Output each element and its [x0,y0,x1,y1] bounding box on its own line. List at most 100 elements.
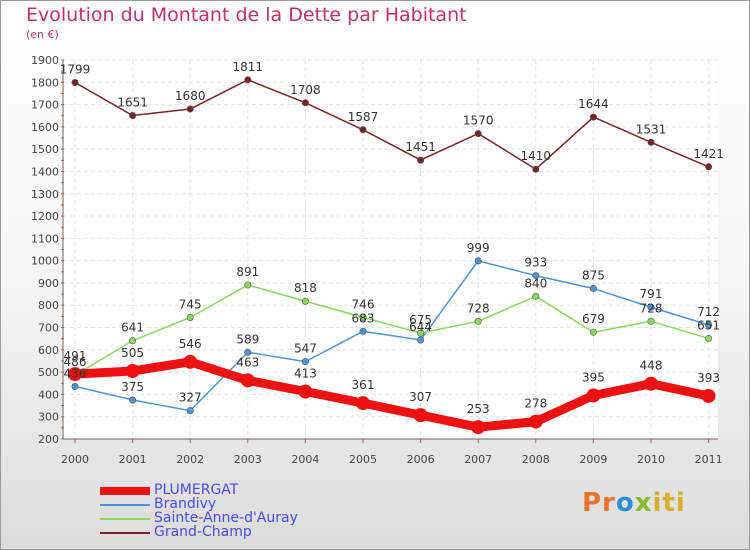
data-label: 840 [524,276,547,290]
data-point [186,105,194,113]
data-label: 999 [467,241,490,255]
x-tick-label: 2011 [695,453,723,466]
data-point [471,420,486,435]
y-tick-label: 1500 [31,143,59,156]
x-tick-label: 2008 [522,453,550,466]
data-label: 791 [640,287,663,301]
data-point [244,348,252,356]
data-point [129,337,137,345]
data-point [532,272,540,280]
data-point [413,408,428,423]
series [68,76,716,435]
y-tick-label: 1300 [31,188,59,201]
brand-logo-part-3: x [634,488,653,518]
data-label: 547 [294,342,317,356]
data-label: 1410 [521,149,552,163]
data-label: 1708 [290,83,321,97]
data-label: 891 [236,265,259,279]
data-point [474,257,482,265]
x-tick-label: 2010 [637,453,665,466]
y-tick-label: 700 [38,322,59,335]
brand-logo-part-1: Pr [582,488,616,518]
data-label: 818 [294,281,317,295]
data-label: 307 [409,390,432,404]
y-tick-label: 1200 [31,210,59,223]
data-label: 436 [64,366,87,380]
x-tick-label: 2004 [291,453,319,466]
chart-unit: (en €) [26,28,59,41]
data-point [589,113,597,121]
data-point [532,165,540,173]
data-point [183,354,198,369]
data-label: 675 [409,313,432,327]
data-label: 712 [697,305,720,319]
y-tick-label: 1600 [31,121,59,134]
data-point [647,303,655,311]
data-label: 651 [697,318,720,332]
data-label: 1421 [693,147,724,161]
data-point [244,76,252,84]
data-label: 1651 [117,96,148,110]
y-tick-label: 1400 [31,165,59,178]
data-label: 875 [582,269,605,283]
data-point [301,297,309,305]
x-tick-label: 2003 [234,453,262,466]
y-tick-label: 1700 [31,99,59,112]
x-tick-label: 2005 [349,453,377,466]
y-tick-label: 200 [38,433,59,446]
data-point [125,364,140,379]
data-label: 1799 [60,63,91,77]
legend-swatch-sainte-anne [100,518,150,520]
data-point [298,384,313,399]
data-point [244,281,252,289]
legend-label-grand-champ: Grand-Champ [154,524,252,540]
plot-area [63,60,718,439]
data-point [417,156,425,164]
x-tick-label: 2006 [407,453,435,466]
data-point [356,396,370,411]
data-label: 1680 [175,89,206,103]
data-point [701,388,716,403]
data-point [705,321,713,329]
y-tick-label: 1000 [31,255,59,268]
data-point [647,138,655,146]
data-point [68,367,82,382]
legend-swatch-plumergat [100,487,150,495]
data-point [644,376,658,391]
data-labels: 491 505 546 463 413 361 307 253 278 395 448 393 436 3… [60,60,724,416]
data-label: 683 [352,311,375,325]
data-label: 728 [640,301,663,315]
legend-swatch-brandivy [100,504,150,506]
x-tick-label: 2007 [464,453,492,466]
data-point [71,382,79,390]
data-label: 641 [121,321,144,335]
data-label: 644 [409,320,432,334]
series-line-brandivy [74,260,709,412]
y-tick-label: 300 [38,411,59,424]
data-point [129,396,137,404]
y-tick-label: 1100 [31,232,59,245]
data-label: 1451 [405,140,436,154]
brand-logo: Proxiti [582,488,686,518]
y-tick-label: 1900 [31,54,59,67]
data-point [240,373,255,388]
data-label: 375 [121,380,144,394]
data-label: 361 [352,378,375,392]
axes: 200 300 400 500 600 700 800 900 1000 1100 1200 1300… [31,54,723,466]
data-label: 1531 [636,122,667,136]
data-point [417,336,425,344]
data-label: 393 [697,371,720,385]
data-label: 413 [294,367,317,381]
y-tick-label: 600 [38,344,59,357]
data-point [129,112,137,120]
legend-label-sainte-anne: Sainte-Anne-d'Auray [154,510,298,526]
data-point [359,126,367,134]
data-label: 486 [64,355,87,369]
data-label: 278 [524,397,547,411]
data-point [586,388,601,403]
x-tick-label: 2009 [579,453,607,466]
data-point [528,414,543,429]
data-label: 589 [236,332,259,346]
data-point [417,329,425,337]
data-point [359,313,367,321]
